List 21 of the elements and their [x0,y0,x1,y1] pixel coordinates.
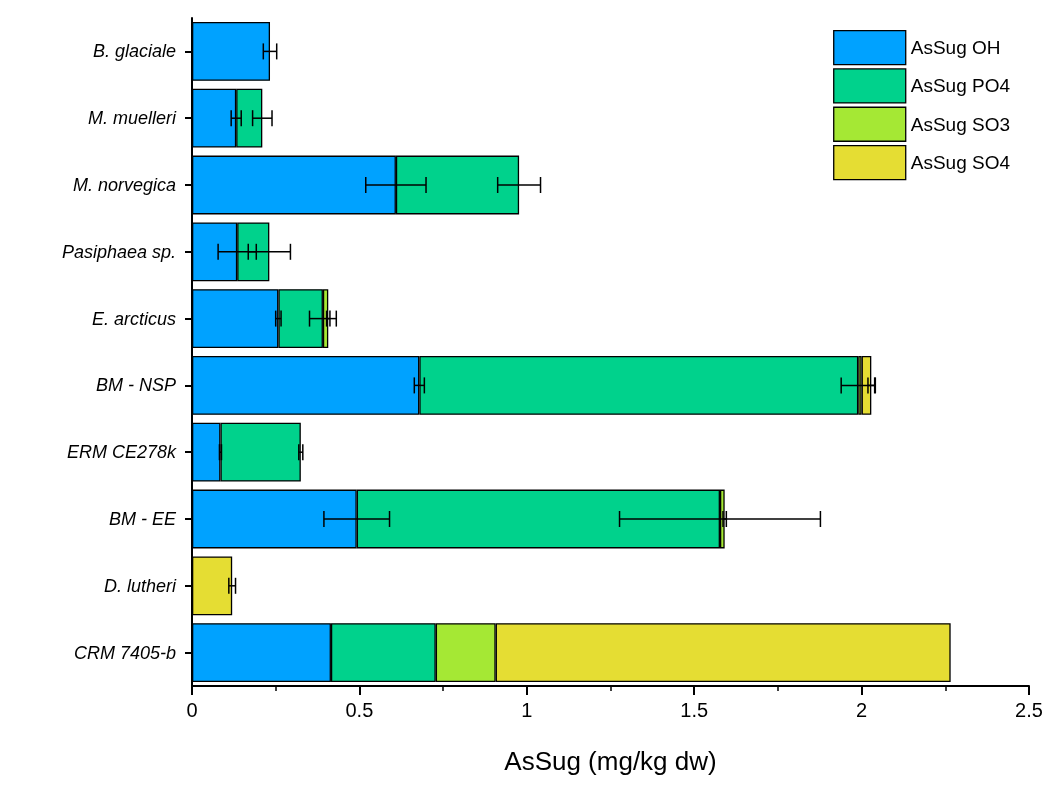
x-tick-label: 2 [856,699,868,721]
x-tick-label: 1 [521,699,533,721]
y-tick-label: CRM 7405-b [73,642,176,663]
x-tick-label: 0 [186,699,198,721]
legend-label: AsSug SO4 [910,152,1011,174]
y-tick-label: BM - NSP [95,375,176,396]
legend-label: AsSug OH [910,37,1001,59]
legend-label: AsSug SO3 [910,113,1010,135]
x-tick-label: 2.5 [1015,699,1043,721]
y-tick-label: M. muelleri [87,108,177,129]
y-tick-label: B. glaciale [92,41,176,62]
x-axis-title: AsSug (mg/kg dw) [504,746,717,776]
y-tick-label: ERM CE278k [66,442,177,463]
x-tick-label: 0.5 [345,699,374,721]
y-tick-label: Pasiphaea sp. [61,241,176,262]
y-tick-label: M. norvegica [72,175,176,195]
y-tick-label: D. lutheri [103,575,177,596]
legend-label: AsSug PO4 [910,75,1011,97]
y-tick-label: BM - EE [108,509,177,529]
y-tick-label: E. arcticus [91,308,176,329]
x-tick-label: 1.5 [680,699,709,721]
